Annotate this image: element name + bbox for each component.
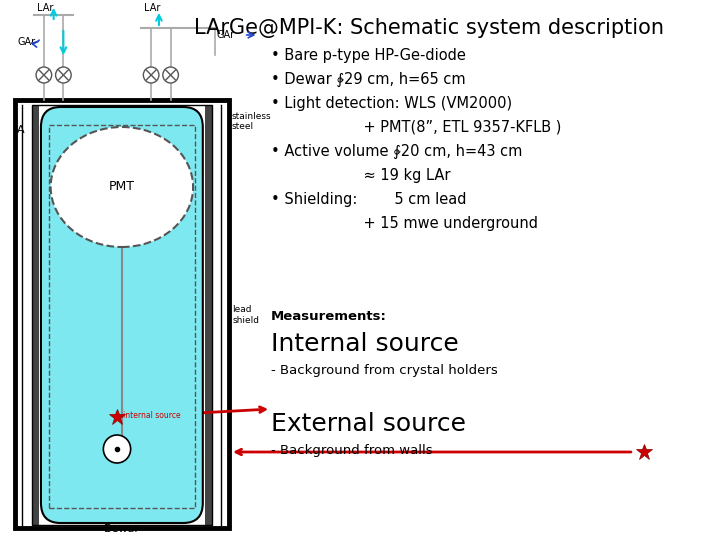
Text: LAr: LAr	[144, 3, 161, 13]
Text: + PMT(8”, ETL 9357-KFLB ): + PMT(8”, ETL 9357-KFLB )	[271, 120, 562, 135]
Bar	[204, 105, 212, 525]
Text: source tube: source tube	[88, 322, 146, 332]
Text: A: A	[17, 125, 24, 135]
Text: Internal source: Internal source	[271, 332, 459, 356]
Text: WLS: WLS	[46, 332, 67, 342]
Ellipse shape	[50, 127, 193, 247]
Text: • Bare p-type HP-Ge-diode: • Bare p-type HP-Ge-diode	[271, 48, 466, 63]
Circle shape	[36, 67, 52, 83]
Circle shape	[163, 67, 179, 83]
FancyBboxPatch shape	[41, 107, 203, 523]
Bar	[32, 105, 39, 525]
Text: LAr: LAr	[37, 3, 53, 13]
Text: Ge-crystal: Ge-crystal	[94, 471, 140, 480]
Text: Measurements:: Measurements:	[271, 310, 387, 323]
Text: Dewar: Dewar	[104, 524, 140, 534]
Text: • Light detection: WLS (VM2000): • Light detection: WLS (VM2000)	[271, 96, 512, 111]
Text: - Background from walls: - Background from walls	[271, 444, 433, 457]
Text: HV signal: HV signal	[94, 105, 140, 115]
Text: External source: External source	[271, 412, 466, 436]
Text: GAr: GAr	[17, 37, 36, 47]
Text: + 15 mwe underground: + 15 mwe underground	[271, 216, 538, 231]
Bar	[14, 100, 229, 528]
Text: ≈ 19 kg LAr: ≈ 19 kg LAr	[271, 168, 451, 183]
Bar	[49, 125, 195, 508]
Circle shape	[55, 67, 71, 83]
Text: • Dewar ∲29 cm, h=65 cm: • Dewar ∲29 cm, h=65 cm	[271, 72, 466, 87]
Text: LArGe@MPI-K: Schematic system description: LArGe@MPI-K: Schematic system descriptio…	[194, 18, 664, 38]
Text: optical
fiber: optical fiber	[168, 148, 198, 167]
Text: PMT: PMT	[109, 180, 135, 193]
Text: • Shielding:        5 cm lead: • Shielding: 5 cm lead	[271, 192, 467, 207]
Text: stainless
steel: stainless steel	[231, 112, 271, 131]
Text: • Active volume ∲20 cm, h=43 cm: • Active volume ∲20 cm, h=43 cm	[271, 144, 523, 159]
Text: GAr: GAr	[217, 30, 235, 40]
Circle shape	[143, 67, 159, 83]
Bar	[32, 105, 212, 525]
Text: lead
shield: lead shield	[232, 305, 259, 325]
Text: internal source: internal source	[123, 410, 181, 420]
Text: - Background from crystal holders: - Background from crystal holders	[271, 364, 498, 377]
Circle shape	[104, 435, 130, 463]
